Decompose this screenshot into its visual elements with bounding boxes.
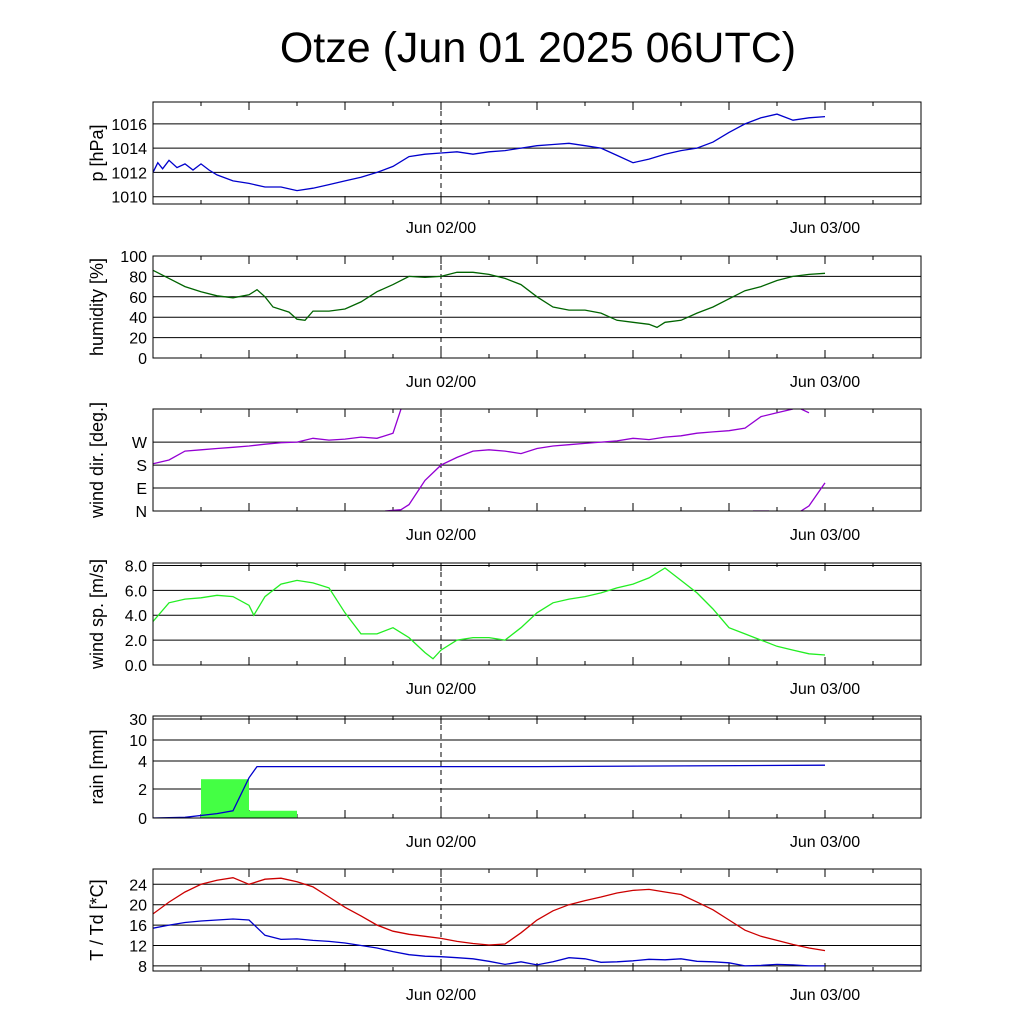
y-tick-label: 2.0	[125, 633, 147, 650]
plot-area	[153, 269, 826, 329]
y-tick-label: 0.0	[125, 658, 147, 675]
y-tick-label: 1012	[111, 165, 147, 182]
panel-5: 8 12 16 20 24 Jun 02/00 Jun 03/00 T / Td [*C]	[87, 868, 922, 1004]
y-tick-label: 8.0	[125, 558, 147, 575]
x-tick-label: Jun 03/00	[790, 220, 860, 237]
series-line	[153, 918, 825, 967]
rain-bar	[201, 779, 249, 818]
x-tick-label: Jun 03/00	[790, 834, 860, 851]
y-tick-label: 80	[129, 269, 147, 286]
x-tick-label: Jun 03/00	[790, 527, 860, 544]
plot-area	[153, 113, 826, 192]
series-line	[800, 409, 810, 414]
x-tick-label: Jun 03/00	[790, 374, 860, 391]
x-tick-label: Jun 02/00	[406, 527, 476, 544]
y-tick-label: 2	[138, 782, 147, 799]
y-tick-label: 100	[120, 249, 147, 266]
series-line	[153, 877, 826, 952]
y-axis-title: humidity [%]	[87, 258, 107, 356]
y-axis-title: p [hPa]	[87, 124, 107, 181]
x-tick-label: Jun 02/00	[406, 834, 476, 851]
plot-area	[153, 567, 826, 660]
y-tick-label: 0	[138, 351, 147, 368]
series-line	[153, 764, 826, 818]
plot-frame	[152, 255, 922, 359]
y-tick-label: 24	[129, 877, 147, 894]
y-tick-label: 20	[129, 898, 147, 915]
x-tick-label: Jun 02/00	[406, 681, 476, 698]
x-tick-label: Jun 02/00	[406, 374, 476, 391]
y-tick-label: 4	[138, 754, 147, 771]
plot-frame	[152, 408, 922, 512]
plot-area	[153, 764, 826, 818]
series-line	[153, 409, 402, 465]
y-axis-title: wind sp. [m/s]	[87, 559, 107, 670]
y-tick-label: 12	[129, 939, 147, 956]
y-tick-label: W	[132, 435, 148, 452]
y-tick-label: S	[136, 458, 147, 475]
series-line	[800, 482, 826, 511]
y-tick-label: 20	[129, 331, 147, 348]
chart-title: Otze (Jun 01 2025 06UTC)	[279, 24, 797, 72]
x-tick-label: Jun 02/00	[406, 987, 476, 1004]
y-tick-label: 40	[129, 310, 147, 327]
plot-frame	[152, 562, 922, 666]
y-axis-title: T / Td [*C]	[87, 879, 107, 960]
y-tick-label: 30	[129, 712, 147, 729]
y-tick-label: E	[136, 481, 147, 498]
y-tick-label: 10	[129, 733, 147, 750]
panel-0: 1010 1012 1014 1016 Jun 02/00 Jun 03/00 p [hPa…	[87, 101, 922, 237]
panel-4: 0 2 4 10 30 Jun 02/00 Jun 03/00 rain [mm]	[87, 712, 922, 851]
plot-frame	[152, 101, 922, 205]
panel-3: 0.0 2.0 4.0 6.0 8.0 Jun 02/00 Jun 03/00 wind sp…	[87, 558, 922, 698]
y-tick-label: 16	[129, 918, 147, 935]
rain-bar	[249, 810, 297, 818]
plot-frame	[152, 868, 922, 972]
y-tick-label: 4.0	[125, 608, 147, 625]
y-tick-label: 1016	[111, 117, 147, 134]
y-tick-label: 1010	[111, 190, 147, 207]
series-line	[153, 567, 826, 660]
series-line	[384, 409, 794, 511]
y-axis-title: wind dir. [deg.]	[87, 402, 107, 519]
y-tick-label: N	[135, 504, 147, 521]
panel-1: 0 20 40 60 80 100 Jun 02/00 Jun 03/00 humidity […	[87, 249, 922, 391]
plot-area	[153, 877, 826, 967]
y-tick-label: 60	[129, 290, 147, 307]
y-tick-label: 1014	[111, 141, 147, 158]
series-line	[153, 113, 826, 192]
x-tick-label: Jun 03/00	[790, 681, 860, 698]
y-axis-title: rain [mm]	[87, 729, 107, 804]
plot-frame	[152, 715, 922, 819]
plot-area	[153, 409, 826, 511]
y-tick-label: 6.0	[125, 583, 147, 600]
x-tick-label: Jun 02/00	[406, 220, 476, 237]
x-tick-label: Jun 03/00	[790, 987, 860, 1004]
series-line	[153, 269, 826, 329]
y-tick-label: 0	[138, 811, 147, 828]
y-tick-label: 8	[138, 959, 147, 976]
